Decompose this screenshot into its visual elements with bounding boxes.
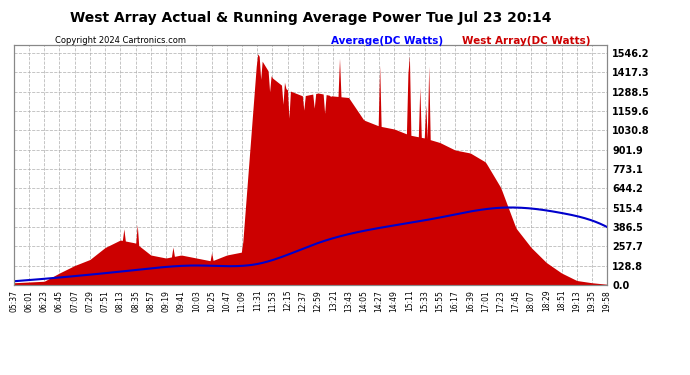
Text: Copyright 2024 Cartronics.com: Copyright 2024 Cartronics.com — [55, 36, 186, 45]
Text: West Array Actual & Running Average Power Tue Jul 23 20:14: West Array Actual & Running Average Powe… — [70, 11, 551, 25]
Text: West Array(DC Watts): West Array(DC Watts) — [462, 36, 591, 46]
Text: Average(DC Watts): Average(DC Watts) — [331, 36, 443, 46]
